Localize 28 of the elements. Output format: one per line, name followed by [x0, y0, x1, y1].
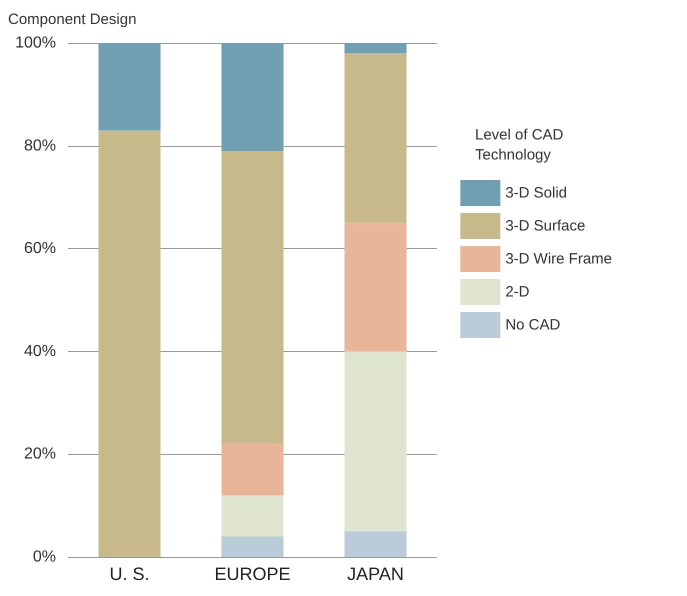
y-tick-label: 20% [24, 446, 56, 463]
y-tick-label: 80% [24, 137, 56, 154]
bar [222, 43, 284, 151]
y-tick-label: 100% [15, 34, 56, 52]
legend-label: 3-D Wire Frame [505, 250, 612, 268]
y-tick-label: 40% [24, 342, 56, 360]
bar [222, 150, 284, 444]
legend-label: 3-D Solid [505, 184, 568, 202]
bar [222, 444, 284, 496]
bar [222, 495, 284, 536]
bar [222, 536, 284, 557]
bar [344, 351, 406, 532]
bar [344, 531, 406, 557]
bar [344, 53, 406, 223]
bar [344, 43, 406, 54]
x-tick-label: U. S. [109, 564, 150, 584]
x-tick-label: JAPAN [347, 564, 404, 584]
y-tick-label: 60% [24, 240, 56, 258]
bar [98, 130, 160, 557]
bar [344, 222, 406, 352]
legend-title: Level of CAD Technology [475, 126, 568, 164]
legend-label: 2-D [505, 284, 530, 300]
legend-label: No CAD [505, 316, 561, 334]
y-axis-title: Component Design [8, 11, 136, 28]
y-tick-label: 0% [32, 548, 56, 566]
bar [98, 43, 160, 130]
x-tick-label: EUROPE [214, 564, 291, 584]
legend-label: 3-D Surface [505, 218, 586, 234]
